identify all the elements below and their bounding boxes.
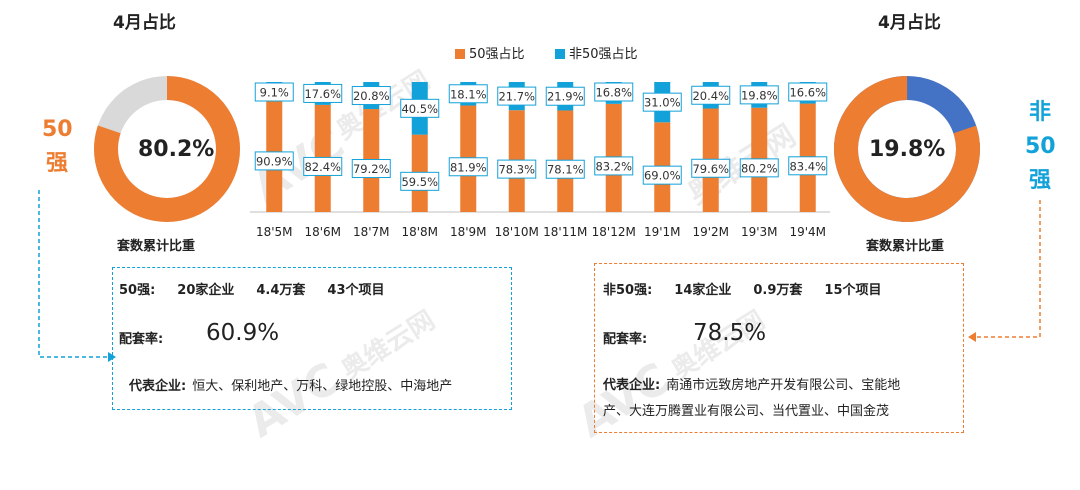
data-label-non50-box bbox=[400, 98, 440, 118]
data-label-50-box bbox=[691, 158, 731, 178]
data-label-50: 79.2% bbox=[353, 162, 390, 176]
left-rate-value: 60.9% bbox=[206, 320, 280, 346]
legend-swatch bbox=[455, 49, 465, 59]
data-label-50-box bbox=[303, 156, 343, 176]
data-label-non50: 40.5% bbox=[401, 102, 438, 116]
data-label-non50: 16.6% bbox=[789, 86, 826, 100]
right-rate-label: 配套率: bbox=[603, 332, 648, 347]
data-label-non50-box bbox=[691, 85, 731, 105]
x-tick-label: 19'4M bbox=[789, 225, 826, 239]
data-label-non50: 19.8% bbox=[741, 88, 778, 102]
data-label-50-box bbox=[788, 156, 828, 176]
x-tick-label: 18'5M bbox=[256, 225, 293, 239]
data-label-non50-box bbox=[303, 83, 343, 103]
x-tick-label: 18'9M bbox=[450, 225, 487, 239]
left-side-label: 50 强 bbox=[42, 117, 73, 176]
right-info-box: 非50强: 14家企业 0.9万套 15个项目 配套率: 78.5% 代表企业: 南通市… bbox=[594, 263, 964, 433]
x-tick-label: 18'12M bbox=[592, 225, 636, 239]
data-label-non50: 20.4% bbox=[692, 89, 729, 103]
x-tick-label: 18'10M bbox=[495, 225, 539, 239]
data-label-non50: 18.1% bbox=[450, 87, 487, 101]
x-tick-label: 18'6M bbox=[304, 225, 341, 239]
legend-label: 非50强占比 bbox=[569, 47, 638, 62]
data-label-non50-box bbox=[545, 86, 585, 106]
legend-label: 50强占比 bbox=[469, 47, 525, 62]
data-label-50-box bbox=[739, 158, 779, 178]
data-label-50: 78.3% bbox=[498, 163, 535, 177]
data-label-non50: 20.8% bbox=[353, 89, 390, 103]
data-label-non50-box bbox=[788, 82, 828, 102]
left-title: 4月占比 bbox=[113, 13, 176, 33]
data-label-non50-box bbox=[739, 85, 779, 105]
x-tick-label: 19'3M bbox=[741, 225, 778, 239]
data-label-non50: 17.6% bbox=[304, 87, 341, 101]
data-label-non50: 9.1% bbox=[260, 86, 289, 100]
left-stats-row: 50强: 20家企业 4.4万套 43个项目 bbox=[119, 283, 385, 298]
data-label-non50-box bbox=[594, 82, 634, 102]
data-label-50: 83.2% bbox=[595, 159, 632, 173]
left-connector bbox=[38, 190, 116, 362]
x-tick-label: 18'8M bbox=[401, 225, 438, 239]
right-connector bbox=[968, 200, 1041, 342]
data-label-50-box bbox=[254, 151, 294, 171]
data-label-non50-box bbox=[497, 86, 537, 106]
data-label-50-box bbox=[642, 165, 682, 185]
donut-segment-non50 bbox=[834, 76, 980, 222]
left-info-box: 50强: 20家企业 4.4万套 43个项目 配套率: 60.9% 代表企业: 恒大、保… bbox=[112, 267, 512, 410]
right-stats-row: 非50强: 14家企业 0.9万套 15个项目 bbox=[603, 283, 882, 298]
x-tick-label: 18'11M bbox=[543, 225, 587, 239]
data-label-non50: 21.9% bbox=[547, 90, 584, 104]
data-label-50: 78.1% bbox=[547, 163, 584, 177]
left-caption: 套数累计比重 bbox=[117, 239, 196, 254]
data-label-non50-box bbox=[642, 92, 682, 112]
x-tick-label: 18'7M bbox=[353, 225, 390, 239]
left-donut bbox=[94, 76, 240, 222]
data-label-50: 79.6% bbox=[692, 162, 729, 176]
donut-segment-50 bbox=[94, 76, 240, 222]
data-label-50: 69.0% bbox=[644, 169, 681, 183]
legend-swatch bbox=[555, 49, 565, 59]
right-side-label: 非 50 强 bbox=[1025, 100, 1056, 193]
left-donut-value: 80.2% bbox=[138, 137, 215, 162]
data-label-50-box bbox=[497, 159, 537, 179]
right-title: 4月占比 bbox=[878, 13, 941, 33]
x-tick-label: 19'2M bbox=[692, 225, 729, 239]
data-label-non50: 21.7% bbox=[498, 90, 535, 104]
data-label-50-box bbox=[351, 159, 391, 179]
right-caption: 套数累计比重 bbox=[866, 239, 945, 254]
data-label-50-box bbox=[448, 157, 488, 177]
right-donut-value: 19.8% bbox=[869, 137, 946, 162]
right-rep-line-2: 产、大连万腾置业有限公司、当代置业、中国金茂 bbox=[603, 404, 890, 419]
data-label-non50: 31.0% bbox=[644, 96, 681, 110]
data-label-non50-box bbox=[254, 82, 294, 102]
x-tick-label: 19'1M bbox=[644, 225, 681, 239]
data-label-50: 82.4% bbox=[304, 160, 341, 174]
data-label-50: 83.4% bbox=[789, 159, 826, 173]
data-label-50-box bbox=[545, 159, 585, 179]
data-label-non50-box bbox=[448, 84, 488, 104]
data-label-50: 59.5% bbox=[401, 175, 438, 189]
data-label-50: 80.2% bbox=[741, 161, 778, 175]
data-label-non50: 16.8% bbox=[595, 86, 632, 100]
left-rate-label: 配套率: bbox=[119, 332, 164, 347]
data-label-50: 81.9% bbox=[450, 160, 487, 174]
data-label-50-box bbox=[594, 156, 634, 176]
right-rep-line-1: 代表企业: 南通市远致房地产开发有限公司、宝能地 bbox=[603, 378, 901, 393]
data-label-non50-box bbox=[351, 86, 391, 106]
stacked-bar-chart: 50强占比 非50强占比 90.9% 9.1% 18'5M 82.4% 17.6% 18'6M… bbox=[250, 47, 830, 239]
data-label-50-box bbox=[400, 171, 440, 191]
data-label-50: 90.9% bbox=[256, 154, 293, 168]
right-rate-value: 78.5% bbox=[693, 320, 767, 346]
left-rep-row: 代表企业: 恒大、保利地产、万科、绿地控股、中海地产 bbox=[129, 379, 453, 394]
right-donut bbox=[834, 76, 980, 222]
